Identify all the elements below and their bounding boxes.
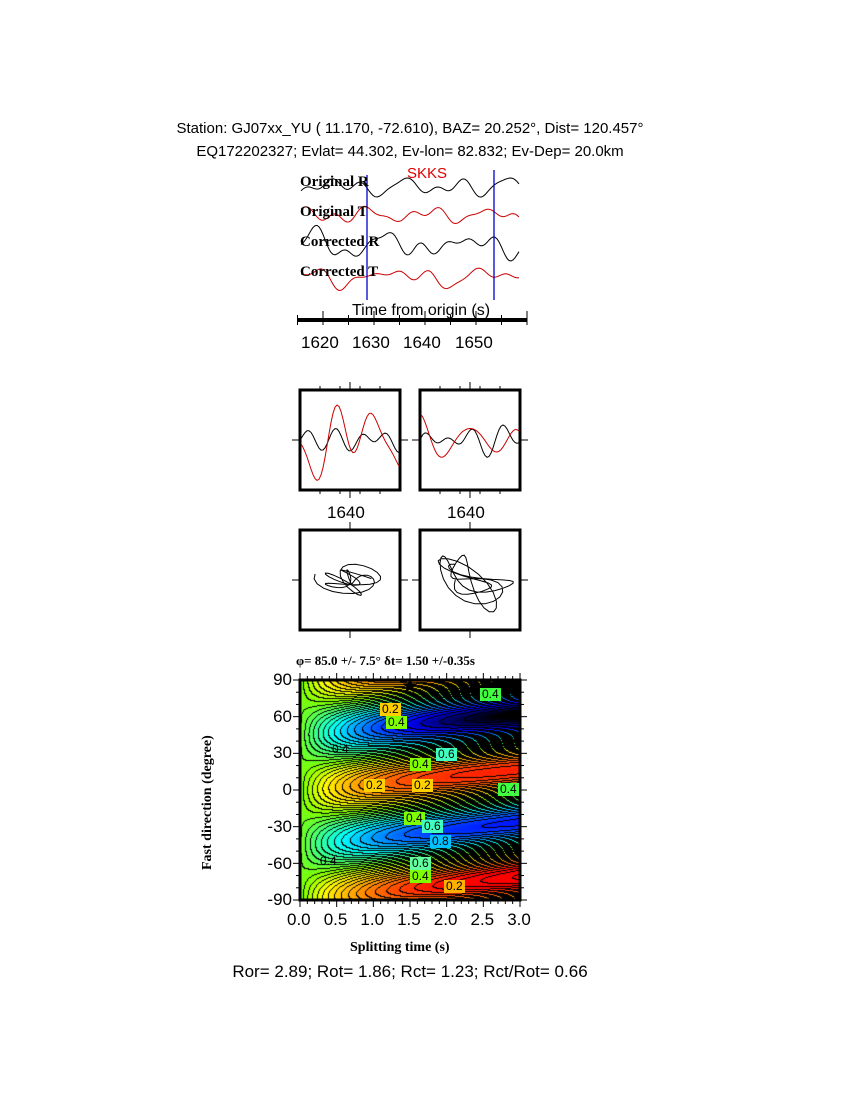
x-axis-label: Splitting time (s) — [350, 940, 450, 955]
contour-label: 0.6 — [422, 819, 443, 833]
xtick-label: 2.0 — [433, 910, 458, 929]
ytick-label: 30 — [273, 743, 292, 763]
right-particle-motion-panel — [412, 522, 528, 638]
contour-label: 0.4 — [386, 715, 407, 729]
y-axis-label: Fast direction (degree) — [200, 735, 215, 870]
station-header: Station: GJ07xx_YU ( 11.170, -72.610), B… — [176, 120, 644, 137]
right-waveform-panel — [412, 382, 528, 498]
ytick-label: 90 — [273, 670, 292, 689]
contour-label: 0.2 — [444, 879, 465, 893]
xtick-1630: 1630 — [352, 333, 390, 352]
contour-label: 0.2 — [380, 702, 401, 716]
trace-label-corrected-t: Corrected T — [300, 264, 379, 280]
trace-3-line — [300, 267, 520, 292]
event-header: EQ172202327; Evlat= 44.302, Ev-lon= 82.8… — [196, 143, 624, 160]
trace-2-line — [300, 224, 520, 262]
best-fit-star-marker — [402, 678, 418, 693]
contour-frame — [293, 673, 527, 907]
xtick-1620: 1620 — [301, 333, 339, 352]
contour-label: 0.4 — [404, 811, 425, 825]
contour-label: 0.4 — [332, 742, 349, 756]
trace-label-original-r: Original R — [300, 174, 369, 190]
contour-label: 0.8 — [430, 834, 451, 848]
waveform-line — [420, 414, 520, 458]
seismogram-panel — [297, 170, 528, 325]
xtick-label: 0.5 — [323, 910, 348, 929]
xtick-label: 3.0 — [507, 910, 531, 929]
panel-left-xtick: 1640 — [327, 503, 365, 522]
left-waveform-panel — [292, 382, 408, 498]
ytick-label: -30 — [267, 816, 292, 836]
ytick-label: -90 — [267, 890, 292, 910]
trace-1-line — [300, 205, 520, 225]
contour-label: 0.4 — [498, 782, 519, 796]
ytick-label: 0 — [282, 780, 292, 800]
contour-label: 0.4 — [410, 869, 431, 883]
trace-0-line — [300, 177, 520, 198]
waveform-line — [420, 424, 520, 458]
left-particle-motion-panel — [292, 522, 408, 638]
panel-right-xtick: 1640 — [447, 503, 485, 522]
contour-label: 0.4 — [410, 757, 431, 771]
xtick-label: 1.5 — [397, 910, 421, 929]
contour-label: 0.2 — [412, 778, 433, 792]
waveform-line — [300, 428, 400, 454]
contour-title: φ= 85.0 +/- 7.5° δt= 1.50 +/-0.35s — [296, 653, 475, 668]
contour-label: 0.4 — [480, 687, 501, 701]
waveform-line — [300, 404, 400, 482]
contour-label: 0.6 — [436, 747, 457, 761]
particle-motion-line — [437, 554, 514, 613]
ytick-label: -60 — [267, 853, 292, 873]
xtick-label: 1.0 — [360, 910, 385, 929]
xtick-1650: 1650 — [455, 333, 493, 352]
phase-label: SKKS — [407, 165, 448, 182]
time-axis-label: Time from origin (s) — [352, 302, 491, 319]
ytick-label: 60 — [273, 706, 292, 726]
trace-label-corrected-r: Corrected R — [300, 234, 380, 250]
contour-label: 0.4 — [320, 854, 337, 868]
particle-motion-line — [313, 563, 382, 596]
waveform-and-particle-panels — [292, 382, 528, 638]
trace-label-original-t: Original T — [300, 204, 368, 220]
xtick-label: 2.5 — [470, 910, 495, 929]
xtick-label: 0.0 — [287, 910, 311, 929]
contour-label: 0.6 — [410, 856, 431, 870]
contour-label: 0.2 — [364, 778, 385, 792]
ratio-summary: Ror= 2.89; Rot= 1.86; Rct= 1.23; Rct/Rot… — [232, 962, 588, 981]
xtick-1640: 1640 — [403, 333, 441, 352]
